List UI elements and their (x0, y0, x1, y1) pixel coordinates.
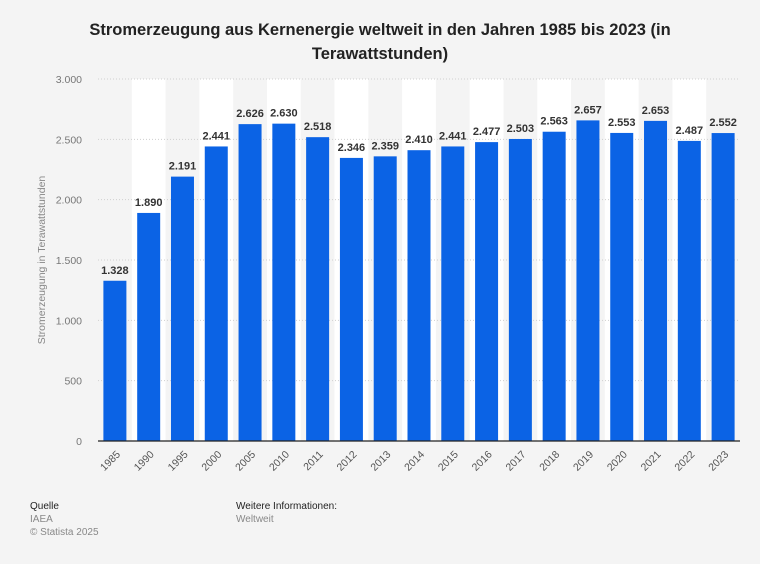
source-block: Quelle IAEA © Statista 2025 (30, 500, 99, 539)
bar (475, 142, 499, 441)
x-tick-label: 2014 (402, 449, 427, 474)
bar (576, 120, 600, 441)
x-tick-label: 2023 (706, 449, 731, 474)
data-label: 2.552 (709, 117, 737, 129)
data-label: 2.191 (169, 161, 197, 173)
y-tick-label: 500 (64, 376, 82, 388)
data-label: 2.553 (608, 117, 636, 129)
copyright: © Statista 2025 (30, 527, 99, 538)
data-label: 2.441 (439, 130, 467, 142)
bar (137, 212, 161, 441)
info-block: Weitere Informationen: Weltweit (236, 500, 337, 526)
bar (306, 137, 330, 442)
x-tick-label: 2013 (368, 449, 393, 474)
x-tick-label: 2005 (233, 449, 258, 474)
x-tick-label: 2021 (639, 449, 664, 474)
y-tick-label: 0 (76, 436, 82, 448)
data-label: 1.890 (135, 197, 163, 209)
source-value: IAEA (30, 514, 53, 525)
data-label: 2.410 (405, 134, 433, 146)
x-tick-label: 2022 (672, 449, 697, 474)
bar (272, 123, 296, 441)
info-value: Weltweit (236, 514, 274, 525)
bar (170, 176, 194, 442)
x-tick-label: 2016 (470, 449, 495, 474)
bar (711, 133, 735, 442)
y-tick-label: 2.500 (56, 134, 82, 146)
data-label: 2.503 (507, 123, 535, 135)
x-tick-label: 2010 (267, 449, 292, 474)
bar (610, 132, 634, 442)
data-label: 2.346 (338, 142, 366, 154)
x-tick-label: 2015 (436, 449, 461, 474)
x-tick-label: 2011 (301, 449, 326, 474)
bar (677, 140, 701, 442)
data-label: 2.441 (202, 130, 230, 142)
bar (644, 120, 668, 441)
bar (373, 156, 397, 441)
data-label: 2.477 (473, 126, 501, 138)
x-tick-label: 1995 (166, 449, 191, 474)
x-tick-label: 2020 (605, 449, 630, 474)
data-label: 2.359 (371, 140, 399, 152)
data-label: 2.630 (270, 108, 298, 120)
bar (238, 124, 262, 441)
bar (204, 146, 228, 441)
x-tick-label: 1985 (98, 449, 123, 474)
y-tick-label: 1.000 (56, 315, 82, 327)
chart-title: Stromerzeugung aus Kernenergie weltweit … (89, 21, 671, 63)
bar (339, 157, 363, 441)
y-tick-label: 3.000 (56, 74, 82, 86)
y-tick-label: 1.500 (56, 255, 82, 267)
y-tick-label: 2.000 (56, 195, 82, 207)
bar (407, 150, 431, 441)
x-tick-label: 2017 (503, 449, 528, 474)
bar (508, 138, 532, 442)
data-label: 2.626 (236, 108, 264, 120)
data-label: 2.653 (642, 105, 670, 117)
x-tick-label: 2019 (571, 449, 596, 474)
source-label: Quelle (30, 501, 59, 512)
bar (441, 146, 465, 441)
x-tick-label: 2000 (199, 449, 224, 474)
bar (542, 131, 566, 442)
data-label: 2.657 (574, 104, 602, 116)
bar (103, 280, 127, 441)
data-label: 2.518 (304, 121, 332, 133)
data-label: 1.328 (101, 265, 129, 277)
data-label: 2.487 (676, 125, 704, 137)
x-tick-label: 1990 (132, 449, 157, 474)
x-tick-label: 2018 (537, 449, 562, 474)
info-label: Weitere Informationen: (236, 501, 337, 512)
x-tick-label: 2012 (335, 449, 360, 474)
y-axis-label: Stromerzeugung in Terawattstunden (36, 176, 48, 345)
data-label: 2.563 (540, 116, 568, 128)
